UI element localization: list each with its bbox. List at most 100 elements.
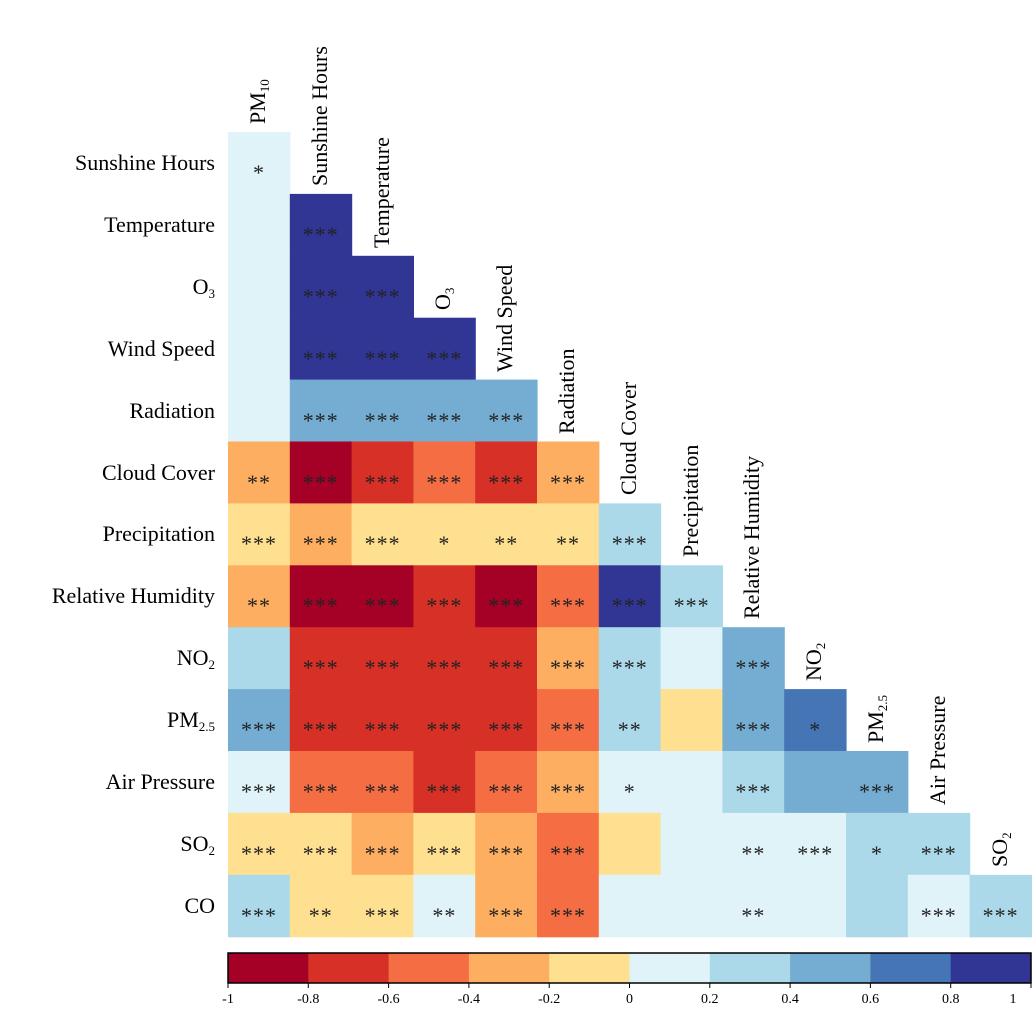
column-label-precipitation: Precipitation (677, 444, 703, 558)
cell-air-pressure-no2 (784, 751, 847, 814)
colorbar-tick-label-2: -0.6 (377, 992, 400, 1007)
cell-precipitation-radiation (537, 503, 600, 566)
colorbar-tick-label-4: -0.2 (538, 992, 561, 1007)
sig-precipitation-temperature: *** (364, 531, 401, 557)
sig-no2-relative-humidity: *** (735, 655, 772, 681)
cell-relative-humidity-pm10 (228, 565, 291, 628)
colorbar-tick-label-10: 1 (1009, 992, 1017, 1007)
column-label-sunshine-hours: Sunshine Hours (306, 45, 332, 186)
sig-cloud-cover-radiation: *** (550, 469, 586, 495)
colorbar-segment-9 (950, 953, 1032, 983)
colorbar-tick-label-3: -0.4 (457, 992, 480, 1007)
sig-pm2-5-temperature: *** (364, 717, 401, 743)
cell-relative-humidity-cloud-cover (598, 565, 662, 628)
colorbar-tick-label-5: 0 (626, 992, 633, 1007)
sig-precipitation-cloud-cover: *** (611, 531, 648, 557)
cell-radiation-pm10 (228, 379, 291, 443)
sig-air-pressure-wind-speed: *** (488, 779, 525, 804)
column-label-so2: SO2 (986, 832, 1014, 867)
sig-relative-humidity-cloud-cover: *** (611, 593, 648, 619)
cell-pm2-5-pm10 (228, 689, 291, 752)
cell-co-wind-speed (475, 874, 538, 938)
cell-so2-wind-speed (475, 812, 538, 876)
column-label-radiation: Radiation (554, 347, 579, 434)
cell-cloud-cover-o3 (413, 441, 476, 504)
row-label-co: CO (184, 892, 215, 918)
sig-cloud-cover-wind-speed: *** (488, 469, 525, 495)
colorbar-tick-label-6: 0.2 (701, 992, 719, 1007)
colorbar-segment-7 (790, 953, 871, 983)
cell-wind-speed-temperature (351, 317, 414, 381)
colorbar-segment-6 (709, 953, 791, 983)
sig-cloud-cover-pm10: ** (247, 469, 271, 495)
sig-co-radiation: *** (550, 902, 586, 928)
row-label-wind-speed: Wind Speed (107, 335, 215, 361)
sig-air-pressure-cloud-cover: * (623, 779, 636, 804)
cell-so2-pm2-5 (846, 812, 909, 876)
cell-precipitation-o3 (413, 503, 476, 566)
sig-cloud-cover-temperature: *** (364, 469, 401, 495)
cell-so2-temperature (351, 812, 414, 876)
cell-pm2-5-radiation (537, 689, 600, 752)
sig-no2-radiation: *** (550, 655, 586, 681)
cell-pm2-5-cloud-cover (598, 689, 662, 752)
row-label-pm2-5: PM2.5 (166, 707, 215, 735)
sig-so2-radiation: *** (550, 840, 586, 866)
sig-precipitation-pm10: *** (241, 531, 277, 557)
sig-air-pressure-pm2-5: *** (859, 779, 895, 804)
colorbar-tick-label-7: 0.4 (781, 992, 799, 1007)
cell-precipitation-temperature (351, 503, 414, 566)
row-label-no2: NO2 (176, 645, 215, 673)
sig-air-pressure-sunshine-hours: *** (302, 779, 339, 804)
cell-no2-precipitation (660, 627, 723, 690)
sig-relative-humidity-radiation: *** (550, 593, 586, 619)
cell-so2-no2 (784, 812, 847, 876)
cell-precipitation-cloud-cover (598, 503, 662, 566)
cell-so2-pm10 (228, 812, 291, 876)
sig-pm2-5-wind-speed: *** (488, 717, 525, 743)
sig-pm2-5-radiation: *** (550, 717, 586, 743)
cell-pm2-5-o3 (413, 689, 476, 752)
cell-radiation-temperature (351, 379, 414, 443)
cell-pm2-5-wind-speed (475, 689, 538, 752)
cell-wind-speed-sunshine-hours (289, 317, 353, 381)
sig-co-so2: *** (982, 902, 1019, 928)
cell-relative-humidity-precipitation (660, 565, 723, 628)
cell-wind-speed-pm10 (228, 317, 291, 381)
cell-cloud-cover-sunshine-hours (289, 441, 353, 504)
cell-o3-sunshine-hours (289, 255, 353, 319)
column-label-temperature: Temperature (368, 136, 394, 248)
sig-wind-speed-temperature: *** (364, 345, 401, 371)
sig-so2-sunshine-hours: *** (302, 840, 339, 866)
cell-co-o3 (413, 874, 476, 938)
cell-co-pm2-5 (846, 874, 909, 938)
sig-so2-relative-humidity: ** (741, 840, 766, 866)
colorbar-segment-0 (228, 953, 309, 983)
cell-precipitation-wind-speed (475, 503, 538, 566)
cell-air-pressure-relative-humidity (722, 751, 785, 814)
cell-radiation-sunshine-hours (289, 379, 353, 443)
sig-co-temperature: *** (364, 902, 401, 928)
cell-air-pressure-precipitation (660, 751, 723, 814)
sig-so2-no2: *** (797, 840, 834, 866)
sig-precipitation-wind-speed: ** (494, 531, 519, 557)
sig-precipitation-o3: * (438, 531, 451, 557)
cell-precipitation-sunshine-hours (289, 503, 353, 566)
sig-pm2-5-o3: *** (426, 717, 463, 743)
cell-pm2-5-no2 (784, 689, 847, 752)
column-label-relative-humidity: Relative Humidity (739, 456, 765, 620)
column-label-no2: NO2 (801, 642, 829, 682)
cell-no2-o3 (413, 627, 476, 690)
cell-air-pressure-radiation (537, 751, 600, 814)
cell-cloud-cover-temperature (351, 441, 414, 504)
row-label-precipitation: Precipitation (102, 521, 215, 547)
sig-co-air-pressure: *** (920, 902, 957, 928)
sig-co-relative-humidity: ** (741, 902, 766, 928)
colorbar-tick-label-9: 0.8 (941, 992, 960, 1007)
cell-no2-radiation (537, 627, 600, 690)
cell-temperature-sunshine-hours (289, 193, 353, 257)
row-label-so2: SO2 (180, 830, 215, 858)
cell-so2-air-pressure (907, 812, 971, 876)
sig-air-pressure-radiation: *** (550, 779, 586, 804)
sig-co-pm10: *** (241, 902, 277, 928)
